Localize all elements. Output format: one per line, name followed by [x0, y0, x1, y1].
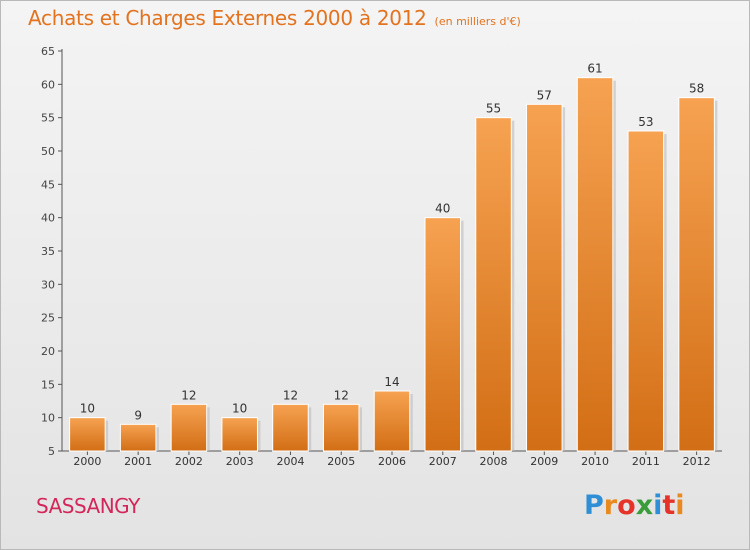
data-label: 12 — [334, 388, 349, 402]
bar — [526, 103, 563, 452]
x-tick-label: 2000 — [73, 455, 101, 468]
bar — [475, 117, 512, 452]
bar — [322, 403, 360, 452]
x-tick-label: 2008 — [480, 455, 508, 468]
y-tick-label: 40 — [41, 212, 55, 225]
x-tick-label: 2007 — [429, 455, 457, 468]
x-tick-label: 2003 — [226, 455, 254, 468]
data-label: 12 — [283, 388, 298, 402]
logo-letter: i — [675, 490, 685, 521]
logo-letter: x — [635, 490, 654, 521]
logo-letter: o — [617, 490, 636, 521]
bars — [69, 77, 718, 452]
data-label: 9 — [134, 408, 142, 422]
y-tick-label: 25 — [41, 312, 55, 325]
bar — [170, 403, 208, 452]
y-tick-label: 50 — [41, 145, 55, 158]
bar — [69, 417, 106, 452]
bar — [221, 417, 258, 452]
y-tick-label: 35 — [41, 245, 55, 258]
logo-letter: t — [662, 490, 676, 521]
y-tick-label: 65 — [41, 45, 55, 58]
data-label: 14 — [384, 375, 399, 389]
y-tick-label: 10 — [41, 412, 55, 425]
data-label: 58 — [689, 82, 704, 96]
data-label: 55 — [486, 102, 501, 116]
x-tick-label: 2006 — [378, 455, 406, 468]
proxiti-logo: Proxiti — [584, 490, 685, 521]
y-tick-label: 30 — [41, 278, 55, 291]
data-label: 61 — [587, 62, 602, 76]
x-tick-label: 2004 — [276, 455, 304, 468]
bar — [272, 403, 309, 452]
x-tick-label: 2002 — [175, 455, 203, 468]
logo-letter: P — [584, 490, 604, 521]
x-tick-label: 2005 — [327, 455, 355, 468]
data-label: 57 — [537, 88, 552, 102]
data-label: 40 — [435, 202, 450, 216]
x-tick-label: 2009 — [530, 455, 558, 468]
logo-letter: r — [603, 490, 618, 521]
x-tick-label: 2011 — [632, 455, 660, 468]
y-tick-label: 55 — [41, 112, 55, 125]
y-tick-label: 5 — [48, 445, 55, 458]
labels: 10 2000 9 2001 12 2002 10 2003 12 2004 12 2005 14 200… — [73, 62, 710, 468]
y-tick-label: 20 — [41, 345, 55, 358]
data-label: 10 — [80, 402, 95, 416]
x-tick-label: 2010 — [581, 455, 609, 468]
x-tick-label: 2012 — [683, 455, 711, 468]
data-label: 12 — [181, 388, 196, 402]
bar — [424, 217, 462, 452]
bar — [576, 77, 614, 452]
chart-subtitle: (en milliers d'€) — [434, 15, 521, 28]
bar — [678, 97, 715, 452]
bar — [119, 423, 157, 452]
title-block: Achats et Charges Externes 2000 à 2012 (e… — [28, 6, 521, 30]
commune-name: SASSANGY — [36, 494, 140, 518]
bar — [627, 130, 665, 452]
bar — [373, 390, 411, 452]
y-tick-label: 60 — [41, 78, 55, 91]
y-tick-label: 45 — [41, 178, 55, 191]
y-tick-label: 15 — [41, 378, 55, 391]
data-label: 53 — [638, 115, 653, 129]
x-tick-label: 2001 — [124, 455, 152, 468]
chart-title: Achats et Charges Externes 2000 à 2012 — [28, 6, 427, 30]
logo-letter: i — [653, 490, 663, 521]
data-label: 10 — [232, 402, 247, 416]
